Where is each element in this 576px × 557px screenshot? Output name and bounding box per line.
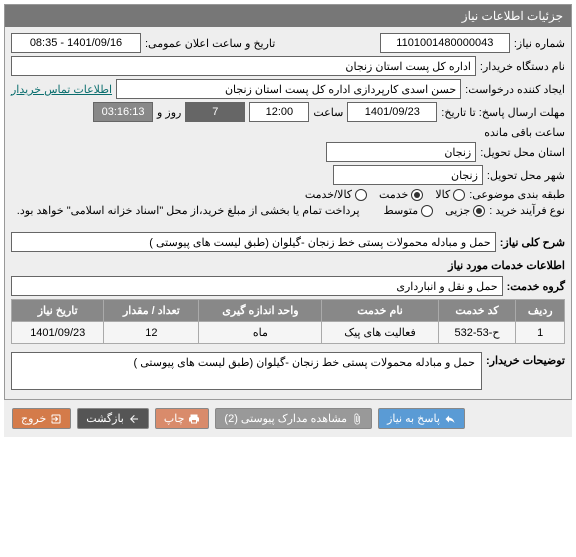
radio-service-item[interactable]: خدمت xyxy=(379,188,423,201)
cell-date: 1401/09/23 xyxy=(12,322,104,344)
radio-medium xyxy=(421,205,433,217)
creator-value: حسن اسدی کارپردازی اداره کل پست استان زن… xyxy=(116,79,461,99)
reply-icon xyxy=(444,413,456,425)
main-desc-label: شرح کلی نیاز: xyxy=(500,236,565,249)
subject-class-label: طبقه بندی موضوعی: xyxy=(469,188,565,201)
row-process-type: نوع فرآیند خرید : جزیی متوسط پرداخت تمام… xyxy=(11,204,565,217)
attachment-icon xyxy=(351,413,363,425)
cell-idx: 1 xyxy=(516,322,565,344)
remaining-time: 03:16:13 xyxy=(93,102,153,122)
services-table: ردیف کد خدمت نام خدمت واحد اندازه گیری ت… xyxy=(11,299,565,344)
cell-code: ح-53-532 xyxy=(438,322,516,344)
radio-minor xyxy=(473,205,485,217)
city-label: شهر محل تحویل: xyxy=(487,169,565,182)
contact-link[interactable]: اطلاعات تماس خریدار xyxy=(11,83,112,96)
need-no-value: 1101001480000043 xyxy=(380,33,510,53)
buyer-notes-value: حمل و مبادله محمولات پستی خط زنجان -گیلو… xyxy=(11,352,482,390)
radio-goods-label: کالا xyxy=(435,188,450,201)
row-service-group: گروه خدمت: حمل و نقل و انبارداری xyxy=(11,276,565,296)
radio-goods-item[interactable]: کالا xyxy=(435,188,465,201)
exit-button[interactable]: خروج xyxy=(12,408,71,429)
back-label: بازگشت xyxy=(86,412,124,425)
back-button[interactable]: بازگشت xyxy=(77,408,149,429)
time-label-1: ساعت xyxy=(313,106,343,119)
process-type-label: نوع فرآیند خرید : xyxy=(489,204,565,217)
radio-service-label: خدمت xyxy=(379,188,408,201)
deadline-label: مهلت ارسال پاسخ: تا تاریخ: xyxy=(441,106,565,119)
row-province: استان محل تحویل: زنجان xyxy=(11,142,565,162)
subject-radio-group: کالا خدمت کالا/خدمت xyxy=(305,188,465,201)
buyer-org-label: نام دستگاه خریدار: xyxy=(480,60,565,73)
row-need-no: شماره نیاز: 1101001480000043 تاریخ و ساع… xyxy=(11,33,565,53)
panel-body: شماره نیاز: 1101001480000043 تاریخ و ساع… xyxy=(5,27,571,399)
table-row: 1 ح-53-532 فعالیت های پیک ماه 12 1401/09… xyxy=(12,322,565,344)
respond-label: پاسخ به نیاز xyxy=(387,412,440,425)
row-subject-class: طبقه بندی موضوعی: کالا خدمت کالا/خدمت xyxy=(11,188,565,201)
radio-medium-item[interactable]: متوسط xyxy=(384,204,434,217)
deadline-time: 12:00 xyxy=(249,102,309,122)
attachments-label: مشاهده مدارک پیوستی (2) xyxy=(224,412,347,425)
cell-unit: ماه xyxy=(199,322,322,344)
th-qty: تعداد / مقدار xyxy=(104,300,199,322)
process-note: پرداخت تمام یا بخشی از مبلغ خرید،از محل … xyxy=(17,204,360,217)
details-panel: جزئیات اطلاعات نیاز شماره نیاز: 11010014… xyxy=(4,4,572,400)
row-buyer-notes: توضیحات خریدار: حمل و مبادله محمولات پست… xyxy=(11,350,565,390)
announce-label: تاریخ و ساعت اعلان عمومی: xyxy=(145,37,275,50)
radio-both-item[interactable]: کالا/خدمت xyxy=(305,188,367,201)
service-group-value: حمل و نقل و انبارداری xyxy=(11,276,503,296)
th-unit: واحد اندازه گیری xyxy=(199,300,322,322)
buyer-notes-label: توضیحات خریدار: xyxy=(486,350,565,367)
print-button[interactable]: چاپ xyxy=(155,408,210,429)
deadline-date: 1401/09/23 xyxy=(347,102,437,122)
row-creator: ایجاد کننده درخواست: حسن اسدی کارپردازی … xyxy=(11,79,565,99)
th-name: نام خدمت xyxy=(322,300,438,322)
respond-button[interactable]: پاسخ به نیاز xyxy=(378,408,465,429)
radio-minor-label: جزیی xyxy=(445,204,470,217)
radio-medium-label: متوسط xyxy=(384,204,419,217)
exit-icon xyxy=(50,413,62,425)
need-no-label: شماره نیاز: xyxy=(514,37,565,50)
radio-goods xyxy=(453,189,465,201)
attachments-button[interactable]: مشاهده مدارک پیوستی (2) xyxy=(215,408,372,429)
exit-label: خروج xyxy=(21,412,46,425)
service-group-label: گروه خدمت: xyxy=(507,280,565,293)
announce-value: 1401/09/16 - 08:35 xyxy=(11,33,141,53)
th-date: تاریخ نیاز xyxy=(12,300,104,322)
row-main-desc: شرح کلی نیاز: حمل و مبادله محمولات پستی … xyxy=(11,232,565,252)
buyer-org-value: اداره کل پست استان زنجان xyxy=(11,56,476,76)
table-body: 1 ح-53-532 فعالیت های پیک ماه 12 1401/09… xyxy=(12,322,565,344)
row-buyer-org: نام دستگاه خریدار: اداره کل پست استان زن… xyxy=(11,56,565,76)
th-code: کد خدمت xyxy=(438,300,516,322)
days-label: روز و xyxy=(157,106,181,119)
services-heading: اطلاعات خدمات مورد نیاز xyxy=(11,255,565,276)
th-idx: ردیف xyxy=(516,300,565,322)
province-label: استان محل تحویل: xyxy=(480,146,565,159)
row-city: شهر محل تحویل: زنجان xyxy=(11,165,565,185)
process-radio-group: جزیی متوسط xyxy=(384,204,486,217)
creator-label: ایجاد کننده درخواست: xyxy=(465,83,565,96)
table-head: ردیف کد خدمت نام خدمت واحد اندازه گیری ت… xyxy=(12,300,565,322)
row-deadline: مهلت ارسال پاسخ: تا تاریخ: 1401/09/23 سا… xyxy=(11,102,565,139)
radio-both xyxy=(355,189,367,201)
print-icon xyxy=(188,413,200,425)
days-value: 7 xyxy=(185,102,245,122)
radio-both-label: کالا/خدمت xyxy=(305,188,352,201)
remaining-label: ساعت باقی مانده xyxy=(484,126,565,139)
city-value: زنجان xyxy=(333,165,483,185)
radio-service xyxy=(411,189,423,201)
print-label: چاپ xyxy=(164,412,185,425)
cell-name: فعالیت های پیک xyxy=(322,322,438,344)
back-icon xyxy=(128,413,140,425)
cell-qty: 12 xyxy=(104,322,199,344)
button-bar: پاسخ به نیاز مشاهده مدارک پیوستی (2) چاپ… xyxy=(4,400,572,437)
main-desc-value: حمل و مبادله محمولات پستی خط زنجان -گیلو… xyxy=(11,232,496,252)
radio-minor-item[interactable]: جزیی xyxy=(445,204,485,217)
province-value: زنجان xyxy=(326,142,476,162)
panel-title: جزئیات اطلاعات نیاز xyxy=(5,5,571,27)
